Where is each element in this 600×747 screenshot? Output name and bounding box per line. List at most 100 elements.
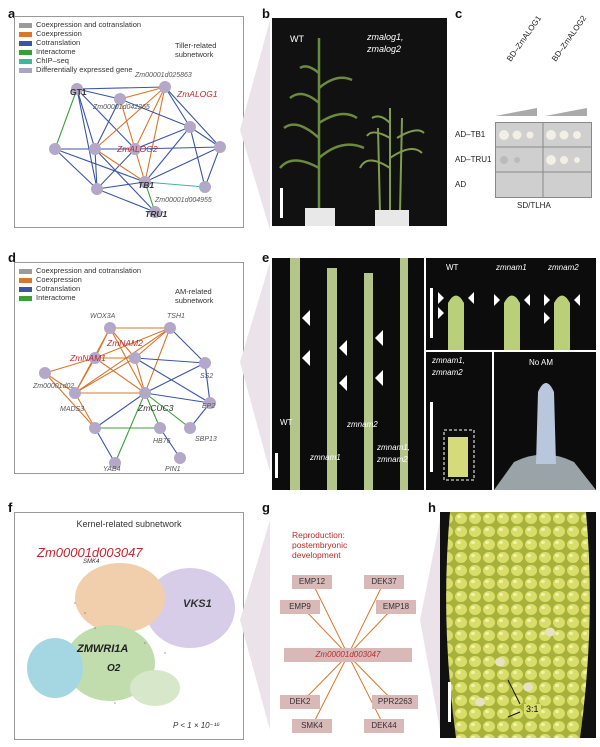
inset-label-double1: zmnam1, [432,356,465,365]
gene-box-dek44: DEK44 [364,719,404,733]
legend-item: Coexpression [19,275,141,284]
panel-e-stems-photo: WT zmnam1 zmnam2 zmnam1, zmnam2 [272,258,424,490]
smk4-label-f: SMK4 [83,559,100,565]
gene-label-tb1: TB1 [138,180,154,190]
panel-e-inset-double: zmnam1, zmnam2 [426,352,492,490]
panel-label-b: b [262,6,270,21]
legend-item: Coexpression and cotranslation [19,20,141,29]
legend-item: Interactome [19,47,141,56]
connector-wedge-f [240,520,270,730]
gene-label-pin1: PIN1 [165,466,181,473]
hub-gene-f: Zm00001d003047 [37,545,143,560]
gene-label-ss2: SS2 [200,373,213,380]
legend-item: Coexpression and cotranslation [19,266,141,275]
row-label-tb1: AD–TB1 [455,130,486,139]
zmwri1a-label: ZMWRI1A [77,643,129,655]
inset-label-zmnam2: zmnam2 [548,263,579,272]
panel-d-network-box: WOX3A TSH1 ZmNAM2 ZmNAM1 Zm00001d02 MADS… [14,262,244,474]
panel-label-h: h [428,500,436,515]
hub-gene-g: Zm00001d003047 [284,648,412,662]
kernel-scatter-network [27,563,235,706]
legend-item: ChIP–seq [19,56,141,65]
connector-wedge-g [420,520,440,730]
gene-label-gt1: GT1 [70,87,87,97]
label-zmnam1-e: zmnam1 [310,453,341,462]
row-label-ad: AD [455,180,467,189]
inset-label-double2: zmnam2 [432,368,463,377]
vks1-label: VKS1 [183,598,212,610]
gene-label-zmnam1: ZmNAM1 [69,353,106,363]
gene-box-ppr2263: PPR2263 [372,695,418,709]
gene-box-emp18: EMP18 [376,600,416,614]
panel-label-g: g [262,500,270,515]
inset-label-zmnam1: zmnam1 [496,263,527,272]
connector-wedge-a [240,20,270,230]
gene-box-emp12: EMP12 [292,575,332,589]
panel-label-f: f [8,500,13,515]
label-wt-b: WT [290,34,304,44]
yeast-plate [495,122,592,198]
subnetwork-title-a: Tiller-related subnetwork [175,41,217,59]
gene-box-dek2: DEK2 [280,695,320,709]
panel-a-network-box: Zm00001d025863 GT1 Zm00001d042265 ZmALOG… [14,16,244,228]
col-label-1: BD–ZmALOG1 [505,13,544,64]
legend-item: Coexpression [19,29,141,38]
gene-label-wox3a: WOX3A [90,313,116,320]
label-wt-e: WT [280,418,293,427]
gene-box-dek37: DEK37 [364,575,404,589]
gene-label-zmnam2: ZmNAM2 [106,338,143,348]
legend-a: Coexpression and cotranslation Coexpress… [19,20,141,74]
row-label-tru1: AD–TRU1 [455,155,492,164]
label-mutant-b-line1: zmalog1, [367,32,404,42]
label-zmnam2-e: zmnam2 [347,420,378,429]
gene-label-tru1: TRU1 [145,209,167,219]
gene-label-yab4: YAB4 [103,466,121,473]
segregation-ratio: 3:1 [524,704,541,714]
panel-g-gene-star: Reproduction: postembryonic development … [272,512,424,738]
medium-label: SD/TLHA [517,201,551,210]
node-gt1 [71,83,83,95]
go-term-title: Reproduction: postembryonic development [292,530,348,560]
label-no-am: No AM [529,358,554,367]
gene-label-sbp13: SBP13 [195,436,217,443]
legend-item: Interactome [19,293,141,302]
panel-e-inset-top: WT zmnam1 zmnam2 [426,258,596,350]
legend-item: Cotranslation [19,284,141,293]
panel-h-ear-photo: 3:1 [440,512,596,738]
tiller-network-graph: Zm00001d025863 GT1 Zm00001d042265 ZmALOG… [49,72,226,219]
gene-label-mads: MADS3 [60,406,84,413]
label-double1-e: zmnam1, [377,443,410,452]
kernel-subnetwork-title: Kernel-related subnetwork [76,519,182,529]
legend-item: Cotranslation [19,38,141,47]
gene-label-042265: Zm00001d042265 [92,104,150,111]
panel-label-e: e [262,250,270,265]
panel-f-kernel-network-box: Kernel-related subnetwork Zm00001d003047… [14,512,244,740]
panel-b-photo: WT zmalog1, zmalog2 [272,18,447,226]
panel-e-inset-no-am: No AM [494,352,596,490]
panel-label-d: d [8,250,16,265]
gene-label-025863: Zm00001d025863 [134,72,192,79]
panel-c-y2h: BD–ZmALOG1 BD–ZmALOG2 AD–TB1 AD–TRU1 AD … [455,14,595,228]
label-double2-e: zmnam2 [377,455,408,464]
gene-label-004955: Zm00001d004955 [154,197,212,204]
gene-label-zm02: Zm00001d02 [32,383,74,390]
gene-box-smk4: SMK4 [292,719,332,733]
panel-label-a: a [8,6,16,21]
am-network-graph: WOX3A TSH1 ZmNAM2 ZmNAM1 Zm00001d02 MADS… [32,313,217,473]
gene-box-emp9: EMP9 [280,600,320,614]
panel-label-c: c [455,6,463,21]
o2-label: O2 [107,663,121,674]
gene-label-hb76: HB76 [153,438,171,445]
gene-label-ep2: EP2 [202,403,215,410]
legend-item: Differentially expressed gene [19,65,141,74]
label-mutant-b-line2: zmalog2 [367,44,402,54]
gene-label-zmalog2: ZmALOG2 [116,144,158,154]
p-value: P < 1 × 10⁻¹⁶ [173,721,220,730]
connector-wedge-d [240,262,270,472]
col-label-2: BD–ZmALOG2 [550,13,589,64]
legend-d: Coexpression and cotranslation Coexpress… [19,266,141,302]
gene-label-zmcuc3: ZmCUC3 [137,403,174,413]
gene-label-zmalog1: ZmALOG1 [176,89,218,99]
gene-label-tsh1: TSH1 [167,313,185,320]
subnetwork-title-d: AM-related subnetwork [175,287,214,305]
